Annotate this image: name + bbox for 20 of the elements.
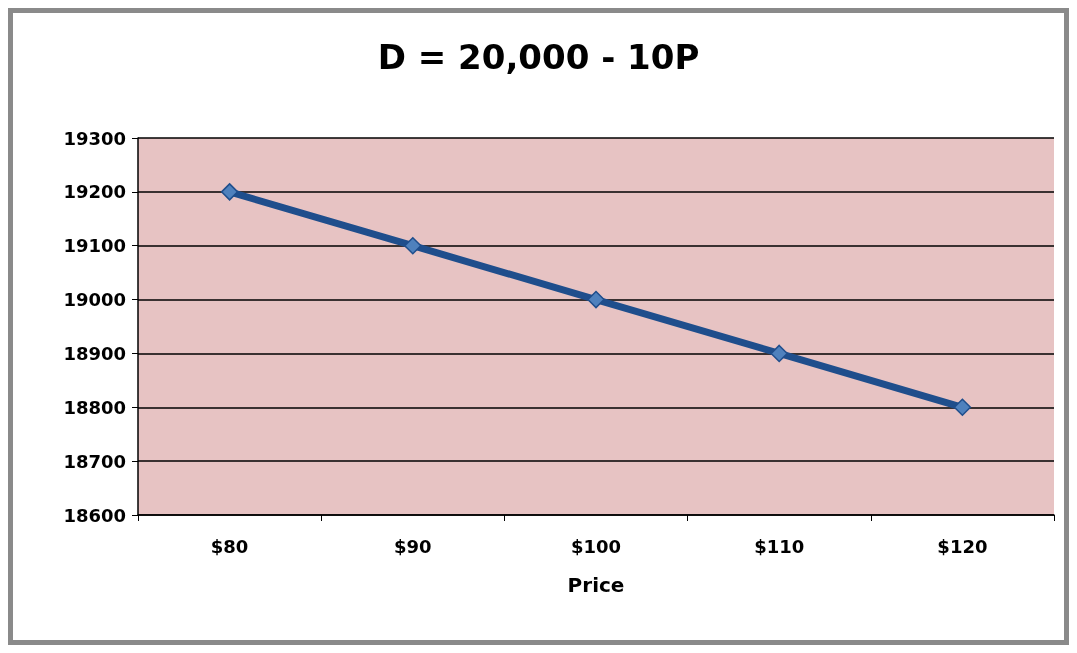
x-tick-label: $80	[210, 535, 249, 557]
x-axis-title: Price	[567, 573, 625, 597]
y-tick-label: 18800	[63, 396, 126, 418]
y-tick-label: 19000	[63, 289, 126, 311]
point	[587, 290, 605, 309]
x-tick-label: $90	[394, 535, 432, 557]
point	[953, 398, 972, 417]
y-tick-label: 19200	[63, 181, 126, 203]
y-tick-label: 19100	[63, 235, 126, 257]
y-tick-label: 19300	[63, 127, 126, 149]
point	[404, 236, 422, 255]
y-tick-label: 18600	[63, 504, 126, 526]
y-tick-label: 18700	[63, 450, 126, 472]
x-tick-label: $110	[754, 535, 805, 557]
point	[770, 344, 788, 363]
x-tick-label: $120	[937, 535, 988, 557]
point	[220, 183, 239, 201]
chart-title: D = 20,000 - 10P	[377, 37, 700, 77]
y-tick-label: 18900	[63, 342, 126, 364]
x-tick-label: $100	[570, 535, 622, 557]
